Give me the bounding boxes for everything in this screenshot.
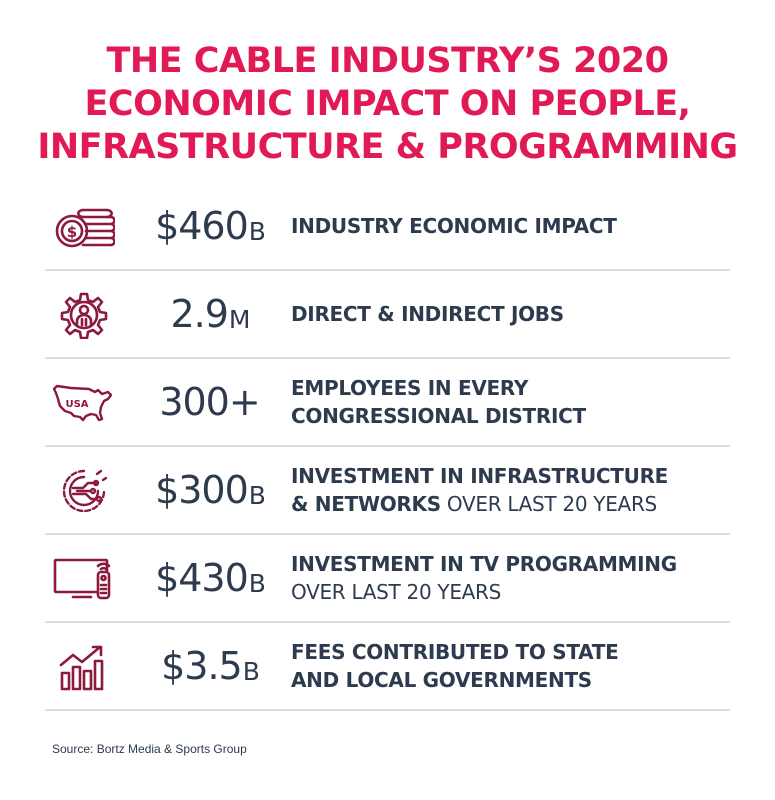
stat-figure: $300 B [135, 447, 285, 533]
stat-number: 300+ [159, 380, 260, 424]
stat-number: $430 [155, 556, 249, 600]
stat-desc-line-1: INDUSTRY ECONOMIC IMPACT [291, 214, 617, 238]
stat-desc-line-1: FEES CONTRIBUTED TO STATE [291, 640, 619, 664]
stat-figure: 2.9 M [135, 271, 285, 357]
stat-row-employees: USA 300+ EMPLOYEES IN EVERY CONGRESSIONA… [45, 359, 730, 447]
source-note: Source: Bortz Media & Sports Group [52, 742, 247, 756]
usa-label: USA [65, 399, 88, 410]
stat-unit: B [248, 480, 266, 510]
stat-row-infrastructure: $300 B INVESTMENT IN INFRASTRUCTURE & NET… [45, 447, 730, 535]
stat-desc-line-2: CONGRESSIONAL DISTRICT [291, 404, 586, 428]
stat-desc-line-2-bold: & NETWORKS [291, 492, 441, 516]
stat-description: FEES CONTRIBUTED TO STATE AND LOCAL GOVE… [291, 623, 730, 709]
stat-figure: $460 B [135, 183, 285, 269]
stat-desc-line-1: INVESTMENT IN INFRASTRUCTURE [291, 464, 669, 488]
stat-unit: B [242, 656, 260, 686]
stat-desc-line-2: AND LOCAL GOVERNMENTS [291, 668, 592, 692]
usa-map-icon: USA [51, 375, 117, 431]
stat-desc-line-1: EMPLOYEES IN EVERY [291, 376, 529, 400]
stat-description: EMPLOYEES IN EVERY CONGRESSIONAL DISTRIC… [291, 359, 730, 445]
stat-unit: B [248, 568, 266, 598]
stat-row-programming: $430 B INVESTMENT IN TV PROGRAMMING OVER … [45, 535, 730, 623]
network-gear-icon [51, 463, 117, 519]
stat-description: INDUSTRY ECONOMIC IMPACT [291, 183, 730, 269]
stat-unit: B [248, 216, 266, 246]
stat-desc-line-2: OVER LAST 20 YEARS [291, 580, 502, 604]
stat-desc-line-2: & NETWORKS OVER LAST 20 YEARS [291, 490, 730, 518]
stat-description: INVESTMENT IN TV PROGRAMMING OVER LAST 2… [291, 535, 730, 621]
page-title: THE CABLE INDUSTRY’S 2020 ECONOMIC IMPAC… [0, 40, 775, 169]
stats-list: $ $460 B INDUSTRY ECONOMIC IMPACT 2.9 M [45, 183, 730, 711]
stat-unit: M [228, 304, 251, 334]
stat-desc-line-1: DIRECT & INDIRECT JOBS [291, 302, 564, 326]
stat-desc-line-2-regular: OVER LAST 20 YEARS [440, 492, 657, 516]
stat-desc-line-1: INVESTMENT IN TV PROGRAMMING [291, 552, 677, 576]
stat-description: DIRECT & INDIRECT JOBS [291, 271, 730, 357]
stat-figure: 300+ [135, 359, 285, 445]
stat-number: 2.9 [170, 292, 228, 336]
stat-number: $300 [155, 468, 249, 512]
stat-row-fees: $3.5 B FEES CONTRIBUTED TO STATE AND LOCA… [45, 623, 730, 711]
title-line-3: INFRASTRUCTURE & PROGRAMMING [37, 127, 738, 167]
title-line-2: ECONOMIC IMPACT ON PEOPLE, [84, 84, 691, 124]
stat-number: $3.5 [161, 644, 243, 688]
stat-number: $460 [155, 204, 249, 248]
title-line-1: THE CABLE INDUSTRY’S 2020 [106, 41, 669, 81]
growth-chart-icon [51, 639, 117, 695]
svg-text:$: $ [67, 223, 77, 241]
stat-description: INVESTMENT IN INFRASTRUCTURE & NETWORKS … [291, 447, 730, 533]
stat-row-jobs: 2.9 M DIRECT & INDIRECT JOBS [45, 271, 730, 359]
stat-figure: $3.5 B [135, 623, 285, 709]
stat-row-economic-impact: $ $460 B INDUSTRY ECONOMIC IMPACT [45, 183, 730, 271]
gear-person-icon [51, 287, 117, 343]
coins-icon: $ [51, 199, 117, 255]
stat-figure: $430 B [135, 535, 285, 621]
tv-remote-icon [51, 551, 117, 607]
